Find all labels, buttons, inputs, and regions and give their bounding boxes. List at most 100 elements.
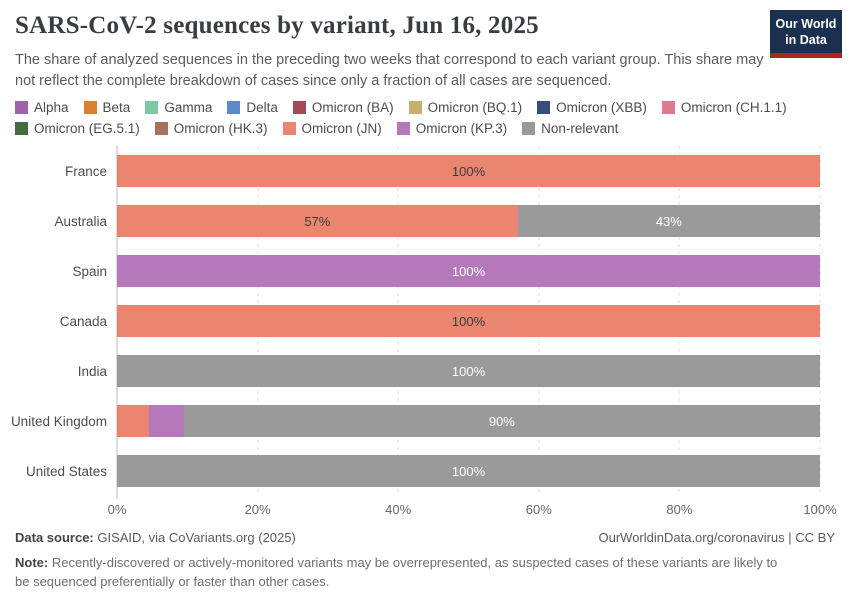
legend-label: Omicron (EG.5.1) <box>34 121 140 136</box>
bar-segment[interactable] <box>148 405 184 437</box>
legend-label: Omicron (XBB) <box>556 100 647 115</box>
bar-segment-label: 100% <box>451 313 486 329</box>
bar-track: 100% <box>117 255 820 287</box>
bar-segment-label: 100% <box>451 463 486 479</box>
variant-legend: Alpha Beta Gamma Delta Omicron (BA) Omicron (… <box>15 100 835 136</box>
legend-label: Omicron (CH.1.1) <box>680 100 787 115</box>
bar-segment[interactable]: 43% <box>517 205 820 237</box>
bar-segment[interactable]: 57% <box>117 205 518 237</box>
data-source-value: GISAID, via CoVariants.org (2025) <box>93 530 296 545</box>
legend-item: Omicron (HK.3) <box>154 121 268 136</box>
bar-row: Spain 100% <box>0 246 820 296</box>
bar-segment-label: 90% <box>488 413 515 429</box>
legend-item: Omicron (XBB) <box>537 100 647 115</box>
footer-note-value: Recently-discovered or actively-monitore… <box>15 555 778 589</box>
bar-row: United Kingdom 90% <box>0 396 820 446</box>
x-axis: 0% 20% 40% 60% 80% 100% <box>108 502 837 520</box>
owid-logo[interactable]: Our World in Data <box>770 10 842 59</box>
bar-segment[interactable]: 100% <box>117 305 820 337</box>
country-label: Australia <box>54 213 107 229</box>
legend-swatch-icon <box>83 101 97 114</box>
bar-track: 100% <box>117 305 820 337</box>
legend-label: Omicron (JN) <box>301 121 382 136</box>
bar-segment[interactable] <box>117 405 149 437</box>
legend-swatch-icon <box>537 101 551 114</box>
data-source: Data source: GISAID, via CoVariants.org … <box>15 530 296 545</box>
bar-segment-label: 100% <box>451 263 486 279</box>
legend-item: Delta <box>227 100 278 115</box>
legend-item: Omicron (BA) <box>292 100 394 115</box>
country-label: Spain <box>72 263 107 279</box>
country-label: France <box>64 163 107 179</box>
legend-label: Non-relevant <box>541 121 619 136</box>
legend-item: Omicron (KP.3) <box>396 121 508 136</box>
country-label: United States <box>25 463 107 479</box>
bar-segment[interactable]: 90% <box>183 405 820 437</box>
legend-item: Non-relevant <box>522 121 618 136</box>
country-label: United Kingdom <box>10 413 107 429</box>
legend-item: Gamma <box>145 100 212 115</box>
x-tick-label: 80% <box>666 502 693 517</box>
legend-swatch-icon <box>145 101 159 114</box>
legend-swatch-icon <box>661 101 675 114</box>
owid-logo-line2: in Data <box>785 32 827 47</box>
chart-title: SARS-CoV-2 sequences by variant, Jun 16,… <box>15 12 539 39</box>
legend-swatch-icon <box>396 122 410 135</box>
legend-swatch-icon <box>522 122 536 135</box>
legend-item: Alpha <box>15 100 69 115</box>
x-tick-label: 40% <box>385 502 412 517</box>
x-tick-label: 20% <box>244 502 271 517</box>
legend-label: Omicron (BQ.1) <box>427 100 523 115</box>
legend-label: Gamma <box>164 100 213 115</box>
legend-item: Omicron (CH.1.1) <box>661 100 787 115</box>
legend-label: Omicron (HK.3) <box>173 121 268 136</box>
x-tick-label: 60% <box>525 502 552 517</box>
legend-item: Omicron (EG.5.1) <box>15 121 140 136</box>
legend-label: Omicron (KP.3) <box>415 121 508 136</box>
bar-segment[interactable]: 100% <box>117 155 820 187</box>
legend-label: Omicron (BA) <box>311 100 394 115</box>
legend-swatch-icon <box>227 101 241 114</box>
x-tick-label: 0% <box>107 502 127 517</box>
bar-row: United States 100% <box>0 446 820 496</box>
bar-row: France 100% <box>0 146 820 196</box>
legend-swatch-icon <box>154 122 168 135</box>
bar-track: 100% <box>117 355 820 387</box>
bar-segment-label: 43% <box>655 213 682 229</box>
country-label: Canada <box>59 313 107 329</box>
legend-swatch-icon <box>15 122 28 135</box>
data-source-label: Data source: <box>15 530 94 545</box>
legend-item: Omicron (BQ.1) <box>408 100 523 115</box>
legend-swatch-icon <box>282 122 296 135</box>
footer: Data source: GISAID, via CoVariants.org … <box>15 530 835 545</box>
x-tick-label: 100% <box>803 502 837 517</box>
bar-row: Australia 57% 43% <box>0 196 820 246</box>
bar-row: Canada 100% <box>0 296 820 346</box>
legend-item: Beta <box>83 100 131 115</box>
legend-swatch-icon <box>15 101 28 114</box>
bar-row: India 100% <box>0 346 820 396</box>
bar-segment-label: 100% <box>451 363 486 379</box>
chart-header: SARS-CoV-2 sequences by variant, Jun 16,… <box>15 10 842 92</box>
bar-segment-label: 57% <box>304 213 331 229</box>
footer-note: Note: Recently-discovered or actively-mo… <box>15 554 787 592</box>
legend-label: Alpha <box>34 100 69 115</box>
legend-label: Delta <box>246 100 278 115</box>
country-label: India <box>77 363 107 379</box>
legend-swatch-icon <box>292 101 306 114</box>
bar-segment[interactable]: 100% <box>117 455 820 487</box>
plot-area: France 100% Australia 57% 43% Spain 100% Canada… <box>0 146 820 496</box>
legend-swatch-icon <box>408 101 422 114</box>
bar-segment[interactable]: 100% <box>117 255 820 287</box>
chart-subtitle: The share of analyzed sequences in the p… <box>15 51 764 89</box>
bar-track: 100% <box>117 155 820 187</box>
bar-track: 90% <box>117 405 820 437</box>
owid-logo-line1: Our World <box>775 17 837 31</box>
legend-label: Beta <box>102 100 131 115</box>
legend-item: Omicron (JN) <box>282 121 382 136</box>
bar-track: 57% 43% <box>117 205 820 237</box>
footer-note-label: Note: <box>15 555 49 570</box>
bar-track: 100% <box>117 455 820 487</box>
bar-segment[interactable]: 100% <box>117 355 820 387</box>
owid-link[interactable]: OurWorldinData.org/coronavirus | CC BY <box>598 530 835 545</box>
